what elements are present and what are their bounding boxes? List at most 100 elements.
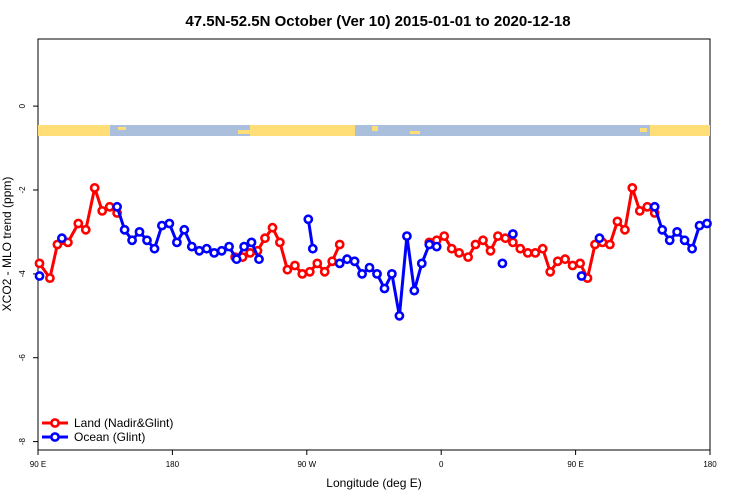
data-point	[52, 239, 63, 250]
data-point	[89, 182, 100, 193]
data-point	[545, 266, 556, 277]
series-land	[34, 182, 660, 283]
data-point	[312, 258, 323, 269]
data-point	[297, 268, 308, 279]
strip-ocean-band	[355, 125, 650, 136]
data-point	[304, 266, 315, 277]
y-tick-label: -4	[18, 270, 27, 278]
x-tick-label: 180	[166, 460, 180, 469]
data-point	[702, 218, 712, 229]
data-point	[672, 226, 682, 237]
y-tick-label: -6	[18, 354, 27, 362]
data-point	[319, 266, 330, 277]
data-point	[605, 239, 615, 250]
data-point	[612, 216, 623, 227]
data-point	[664, 235, 675, 246]
series-ocean	[34, 201, 712, 321]
data-point	[246, 237, 257, 248]
strip-ocean-band	[110, 125, 250, 136]
data-point	[156, 220, 167, 231]
plot-area-frame	[37, 38, 711, 451]
data-point	[231, 254, 242, 265]
x-axis: 90 E 180 90 W 0 90 E 180	[30, 450, 717, 469]
data-point	[34, 271, 45, 281]
data-point	[171, 237, 182, 248]
data-point	[497, 258, 508, 269]
strip-land-patch	[410, 131, 420, 134]
data-point	[327, 256, 338, 267]
data-point	[209, 247, 220, 258]
y-axis-label: XCO2 - MLO trend (ppm)	[0, 177, 14, 312]
legend-label: Ocean (Glint)	[74, 430, 145, 444]
legend-marker	[50, 432, 60, 442]
data-point	[446, 243, 457, 254]
x-tick-label: 90 W	[297, 460, 316, 469]
y-tick-label: 0	[18, 103, 27, 108]
strip-land-patch	[640, 128, 647, 132]
data-point	[567, 260, 578, 271]
data-point	[349, 256, 360, 267]
legend: Land (Nadir&Glint)Ocean (Glint)	[42, 416, 173, 444]
x-tick-label: 0	[439, 460, 444, 469]
data-point	[515, 243, 526, 254]
series-line	[306, 219, 315, 249]
data-point	[379, 283, 390, 294]
land-ocean-strip	[38, 125, 710, 136]
data-point	[127, 235, 137, 246]
data-point	[224, 241, 234, 252]
data-point	[431, 241, 442, 252]
data-point	[576, 271, 587, 281]
data-point	[80, 224, 91, 235]
data-point	[274, 237, 285, 248]
data-point	[485, 245, 496, 256]
x-tick-label: 90 E	[30, 460, 46, 469]
data-point	[478, 235, 488, 246]
data-point	[254, 254, 264, 265]
data-point	[627, 182, 638, 193]
data-point	[620, 224, 630, 235]
data-point	[530, 247, 541, 258]
data-point	[73, 218, 84, 229]
x-axis-label: Longitude (deg E)	[326, 476, 421, 490]
data-point	[97, 205, 108, 216]
data-point	[560, 254, 570, 265]
data-point	[342, 254, 352, 265]
y-tick-label: -2	[18, 186, 27, 194]
chart-title: 47.5N-52.5N October (Ver 10) 2015-01-01 …	[185, 13, 570, 30]
data-point	[439, 231, 450, 241]
legend-marker	[50, 418, 60, 428]
data-point	[649, 201, 660, 212]
data-point	[112, 201, 122, 212]
y-tick-label: -8	[18, 438, 27, 446]
data-point	[537, 243, 548, 254]
data-point	[303, 214, 314, 225]
data-point	[508, 237, 518, 248]
data-point	[289, 260, 300, 271]
data-point	[119, 224, 130, 235]
data-point	[522, 247, 533, 258]
data-point	[179, 224, 190, 235]
strip-land-patch	[238, 130, 250, 134]
data-point	[409, 285, 420, 296]
data-point	[500, 233, 511, 244]
data-point	[463, 252, 473, 262]
data-point	[364, 262, 375, 273]
data-point	[372, 268, 382, 279]
data-point	[34, 258, 45, 269]
data-point	[134, 226, 145, 237]
data-point	[216, 245, 227, 256]
data-point	[416, 258, 427, 269]
data-point	[142, 235, 152, 246]
series-line	[38, 186, 119, 280]
data-point	[470, 239, 481, 250]
strip-land-patch	[118, 127, 126, 130]
series-layer	[34, 182, 712, 321]
data-point	[357, 268, 367, 279]
strip-land-patch	[372, 126, 378, 131]
data-point	[594, 233, 605, 244]
data-point	[575, 258, 585, 269]
data-point	[239, 241, 249, 252]
data-point	[394, 310, 405, 321]
data-point	[45, 273, 55, 283]
data-point	[57, 233, 67, 244]
